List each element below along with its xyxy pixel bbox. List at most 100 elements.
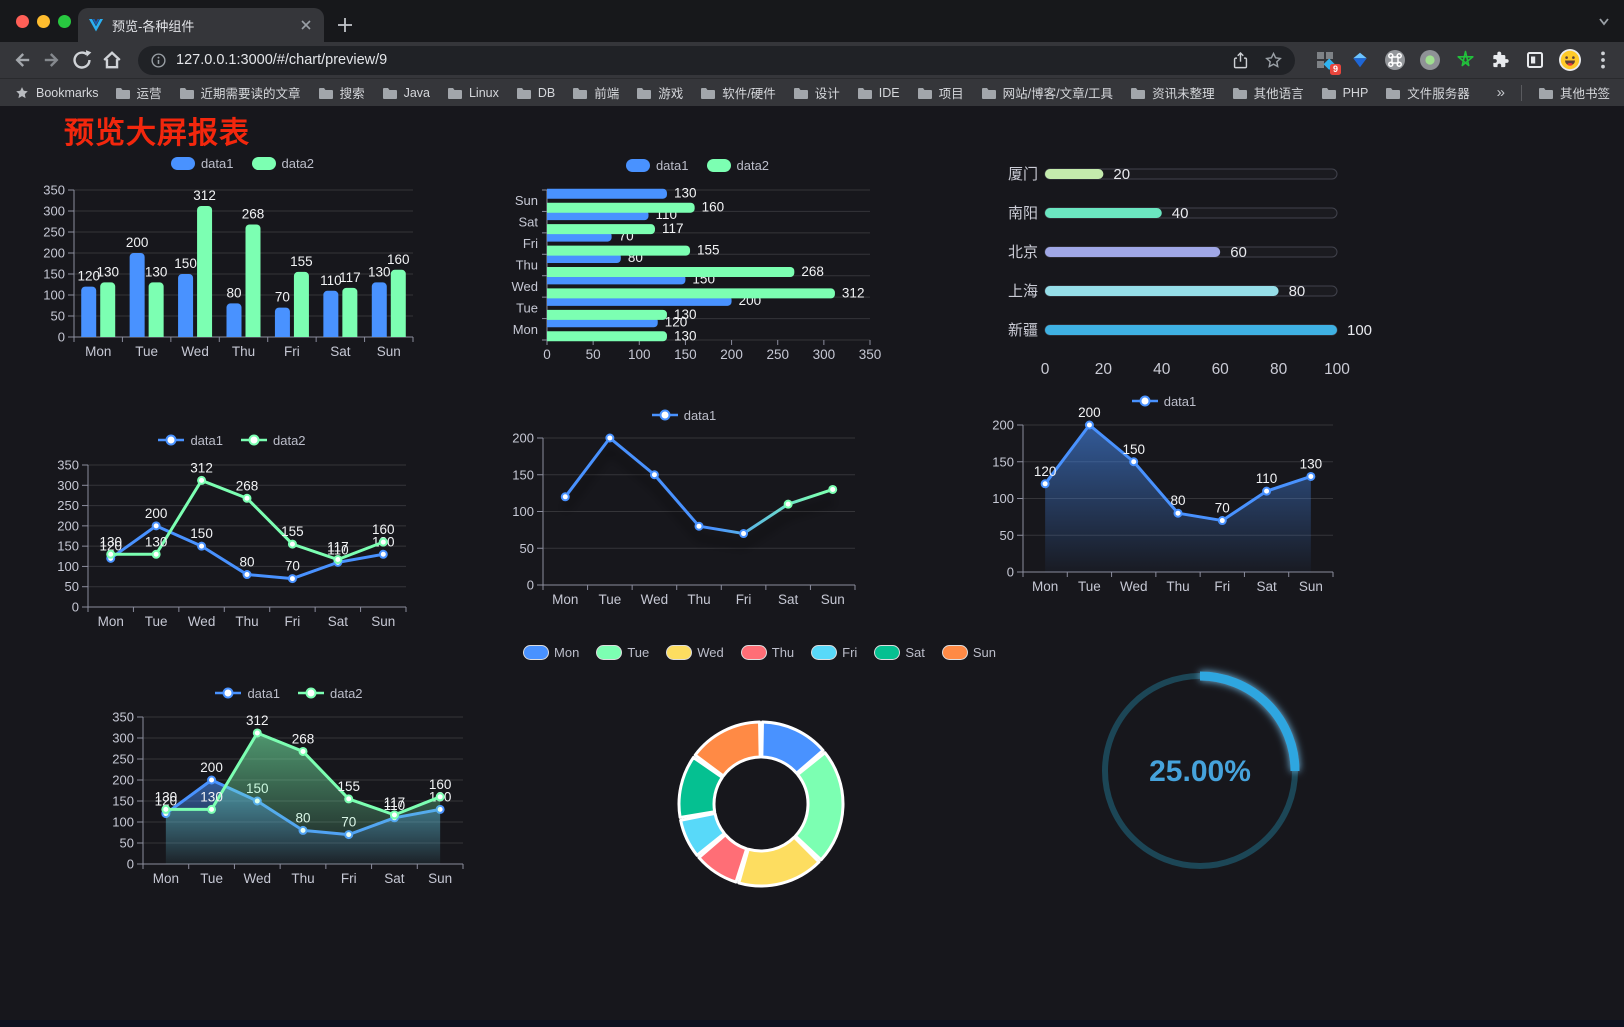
- back-icon[interactable]: [10, 48, 34, 72]
- svg-text:110: 110: [384, 798, 406, 813]
- bookmarks-bar: Bookmarks 运营 近期需要读的文章 搜索 Java Linux DB 前端 游戏 软件/…: [0, 78, 1624, 106]
- legend-item[interactable]: data1: [625, 158, 689, 173]
- bookmark-folder[interactable]: 资讯未整理: [1130, 83, 1215, 102]
- url-text[interactable]: 127.0.0.1:3000/#/chart/preview/9: [176, 52, 388, 68]
- bookmark-folder[interactable]: 网站/博客/文章/工具: [981, 83, 1113, 102]
- bookmarks-overflow-chevron[interactable]: »: [1496, 84, 1505, 101]
- legend-item[interactable]: data1: [651, 408, 716, 423]
- window-close-button[interactable]: [16, 15, 29, 28]
- bookmark-folder[interactable]: 其他语言: [1232, 83, 1304, 102]
- frame-extension-icon[interactable]: [1523, 48, 1547, 72]
- browser-tab[interactable]: 预览-各种组件: [78, 8, 324, 42]
- svg-text:Tue: Tue: [145, 614, 168, 629]
- legend-item[interactable]: Sun: [942, 645, 996, 660]
- chart-canvas[interactable]: 0 50 100 150 200 250 300 350 Mon Tue Wed Thu Fri Sat S…: [48, 428, 416, 640]
- command-extension-icon[interactable]: [1383, 48, 1407, 72]
- svg-text:Sat: Sat: [1256, 579, 1277, 594]
- bookmark-folder[interactable]: 前端: [572, 83, 619, 102]
- chart-canvas[interactable]: 25.00%: [1092, 663, 1308, 879]
- home-icon[interactable]: [100, 48, 124, 72]
- chart-doughnut[interactable]: Mon Tue Wed Thu Fri Sat Sun: [524, 640, 996, 892]
- bookmark-folder[interactable]: DB: [516, 86, 555, 100]
- address-bar[interactable]: 127.0.0.1:3000/#/chart/preview/9: [138, 45, 1295, 75]
- svg-text:130: 130: [200, 789, 223, 804]
- svg-text:Thu: Thu: [232, 344, 255, 359]
- chart-legend: data1 data2: [505, 155, 890, 175]
- chart-canvas[interactable]: 0 50 100 150 200 250 300 350 Mon Tue Wed Thu Fri Sat S…: [505, 153, 890, 365]
- chart-capsule-progress[interactable]: 厦门 20 南阳 40 北京 60 上海 80 新疆 100 0 20 40 60 80 100: [998, 158, 1372, 386]
- bookmark-folder[interactable]: 游戏: [636, 83, 683, 102]
- bookmarks-root[interactable]: Bookmarks: [14, 85, 99, 101]
- legend-item[interactable]: data2: [706, 158, 769, 173]
- forward-icon[interactable]: [40, 48, 64, 72]
- other-bookmarks[interactable]: 其他书签: [1538, 83, 1610, 102]
- chart-canvas[interactable]: 0 50 100 150 200 Mon Tue Wed Thu Fri Sat Sun 120 200 1…: [983, 389, 1345, 601]
- chart-canvas[interactable]: 0 50 100 150 200 Mon Tue Wed Thu Fri Sat Sun: [503, 403, 865, 613]
- reload-icon[interactable]: [70, 48, 94, 72]
- other-bookmarks-label: 其他书签: [1559, 87, 1610, 101]
- legend-marker: [298, 687, 324, 699]
- new-tab-button[interactable]: [334, 14, 356, 36]
- tab-close-icon[interactable]: [298, 17, 314, 33]
- legend-label: data2: [330, 685, 363, 701]
- legend-item[interactable]: data1: [215, 686, 280, 701]
- legend-item[interactable]: data2: [298, 686, 363, 701]
- chart-grouped-bar[interactable]: data1 data2 0 50 100 150 200 250 300 350 Mon Tue Wed…: [40, 151, 445, 363]
- legend-item[interactable]: Thu: [741, 645, 794, 660]
- legend-item[interactable]: Sat: [875, 645, 925, 660]
- chart-gauge-progress[interactable]: 25.00%: [1092, 663, 1308, 879]
- chart-canvas[interactable]: [560, 640, 960, 892]
- svg-text:100: 100: [1347, 322, 1372, 339]
- green-star-extension-icon[interactable]: [1453, 48, 1477, 72]
- svg-text:200: 200: [200, 760, 223, 775]
- bookmark-folder[interactable]: IDE: [857, 86, 900, 100]
- bookmark-folder[interactable]: 运营: [115, 83, 162, 102]
- info-icon[interactable]: [150, 52, 167, 69]
- emoji-extension-icon[interactable]: [1558, 48, 1582, 72]
- bookmark-folder[interactable]: Linux: [447, 86, 499, 100]
- legend-label: data1: [247, 685, 280, 701]
- legend-item[interactable]: Mon: [524, 645, 579, 660]
- share-icon[interactable]: [1231, 51, 1250, 70]
- chart-canvas[interactable]: 0 50 100 150 200 250 300 350 Mon Tue Wed Thu Fri Sat S…: [103, 681, 475, 893]
- svg-text:268: 268: [292, 731, 315, 746]
- tab-overflow-chevron-icon[interactable]: [1596, 13, 1612, 29]
- svg-text:117: 117: [327, 540, 349, 555]
- recorder-extension-icon[interactable]: [1418, 48, 1442, 72]
- legend-item[interactable]: data1: [170, 156, 234, 171]
- bookmark-folder[interactable]: 设计: [793, 83, 840, 102]
- window-minimize-button[interactable]: [37, 15, 50, 28]
- bookmark-folder[interactable]: 项目: [917, 83, 964, 102]
- gem-extension-icon[interactable]: [1348, 48, 1372, 72]
- bookmark-label: 游戏: [658, 87, 684, 101]
- legend-item[interactable]: data2: [251, 156, 314, 171]
- grid-extension-icon[interactable]: 9: [1313, 48, 1341, 75]
- legend-item[interactable]: Tue: [597, 645, 649, 660]
- svg-text:Mon: Mon: [1032, 579, 1058, 594]
- chart-line-two-series-area[interactable]: data1 data2 0 50 100 150 200 250 300 350 Mon Tue Wed…: [103, 681, 475, 893]
- chart-area-single[interactable]: data1 0 50 100 150 200 Mon Tue Wed Thu Fri Sat Sun 12…: [983, 389, 1345, 601]
- bookmark-folder[interactable]: 搜索: [318, 83, 365, 102]
- bookmark-star-icon[interactable]: [1264, 51, 1283, 70]
- chart-canvas[interactable]: 厦门 20 南阳 40 北京 60 上海 80 新疆 100 0 20 40 60 80 100: [998, 158, 1372, 386]
- chart-line-two-series[interactable]: data1 data2 0 50 100 150 200 250 300 350 Mon Tue Wed…: [48, 428, 416, 640]
- chart-canvas[interactable]: 0 50 100 150 200 250 300 350 Mon Tue Wed Thu Fri Sat S…: [40, 151, 445, 363]
- legend-item[interactable]: Fri: [812, 645, 857, 660]
- bookmark-folder[interactable]: PHP: [1321, 86, 1368, 100]
- legend-item[interactable]: data1: [1131, 394, 1196, 409]
- svg-text:40: 40: [1153, 361, 1171, 378]
- browser-menu-icon[interactable]: [1592, 49, 1614, 71]
- bookmark-folder[interactable]: 近期需要读的文章: [179, 83, 301, 102]
- legend-item[interactable]: Wed: [667, 645, 724, 660]
- folder-icon: [382, 87, 397, 99]
- window-zoom-button[interactable]: [58, 15, 71, 28]
- chart-horizontal-bar[interactable]: data1 data2 0 50 100 150 200 250 300 350 Mon Tue Wed…: [505, 153, 890, 365]
- puzzle-extension-icon[interactable]: [1488, 48, 1512, 72]
- legend-item[interactable]: data2: [241, 433, 306, 448]
- chart-line-gradient[interactable]: data1 0 50 100 150 200 Mon Tue Wed Thu Fri Sat Sun: [503, 403, 865, 613]
- bottom-strip: [0, 1020, 1624, 1027]
- bookmark-folder[interactable]: Java: [382, 86, 430, 100]
- bookmark-folder[interactable]: 软件/硬件: [700, 83, 776, 102]
- bookmark-folder[interactable]: 文件服务器: [1385, 83, 1470, 102]
- legend-item[interactable]: data1: [158, 433, 223, 448]
